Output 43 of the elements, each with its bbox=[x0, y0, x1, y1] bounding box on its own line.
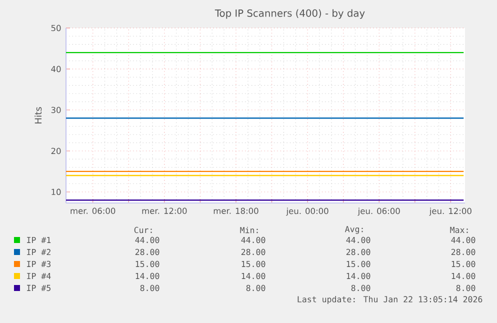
legend-label: IP #2 bbox=[27, 248, 50, 256]
x-tick-label: mer. 18:00 bbox=[214, 208, 258, 214]
text: 8.00 bbox=[351, 284, 370, 292]
text: 28.00 bbox=[135, 248, 160, 256]
legend-label: IP #5 bbox=[27, 284, 50, 292]
x-tick-label: jeu. 00:00 bbox=[286, 208, 328, 216]
legend-label: IP #1 bbox=[27, 236, 51, 243]
text: 8.00 bbox=[246, 284, 266, 292]
y-tick-label: 50 bbox=[51, 24, 61, 32]
text: Max: bbox=[450, 226, 468, 234]
x-tick-label: jeu. 06:00 bbox=[358, 208, 400, 216]
text: 8.00 bbox=[456, 284, 476, 292]
text: Cur: bbox=[134, 226, 152, 234]
legend-label: IP #3 bbox=[27, 260, 51, 268]
text: 14.00 bbox=[242, 272, 266, 280]
y-tick-label: 20 bbox=[51, 148, 61, 154]
x-tick-label: mer. 12:00 bbox=[142, 208, 187, 214]
chart-title: Top IP Scanners (400) - by day bbox=[214, 9, 365, 19]
text: 28.00 bbox=[346, 248, 370, 256]
text: 44.00 bbox=[135, 236, 160, 244]
y-tick-label: 40 bbox=[51, 66, 61, 72]
legend-label: IP #4 bbox=[27, 272, 51, 280]
text: 28.00 bbox=[241, 248, 266, 256]
text: 14.00 bbox=[346, 272, 370, 280]
text: 15.00 bbox=[136, 260, 160, 268]
x-tick-label: jeu. 12:00 bbox=[429, 208, 472, 216]
text: 14.00 bbox=[452, 272, 476, 280]
text: 44.00 bbox=[241, 236, 266, 244]
text: 15.00 bbox=[242, 260, 266, 268]
text: 8.00 bbox=[140, 284, 160, 292]
text: 14.00 bbox=[136, 272, 160, 280]
y-axis-title: Hits bbox=[34, 107, 42, 124]
y-tick-label: 10 bbox=[52, 188, 61, 196]
text: Last update: Thu Jan 22 13:05:14 2026 bbox=[298, 296, 482, 304]
y-tick-label: 30 bbox=[51, 106, 61, 114]
text: Avg: bbox=[344, 226, 363, 234]
text: 15.00 bbox=[452, 260, 476, 268]
text: 15.00 bbox=[346, 260, 370, 268]
text: Min: bbox=[240, 226, 258, 234]
text: 28.00 bbox=[451, 248, 476, 256]
text: 44.00 bbox=[346, 236, 370, 244]
x-tick-label: mer. 06:00 bbox=[70, 208, 116, 214]
text: 44.00 bbox=[451, 236, 476, 244]
